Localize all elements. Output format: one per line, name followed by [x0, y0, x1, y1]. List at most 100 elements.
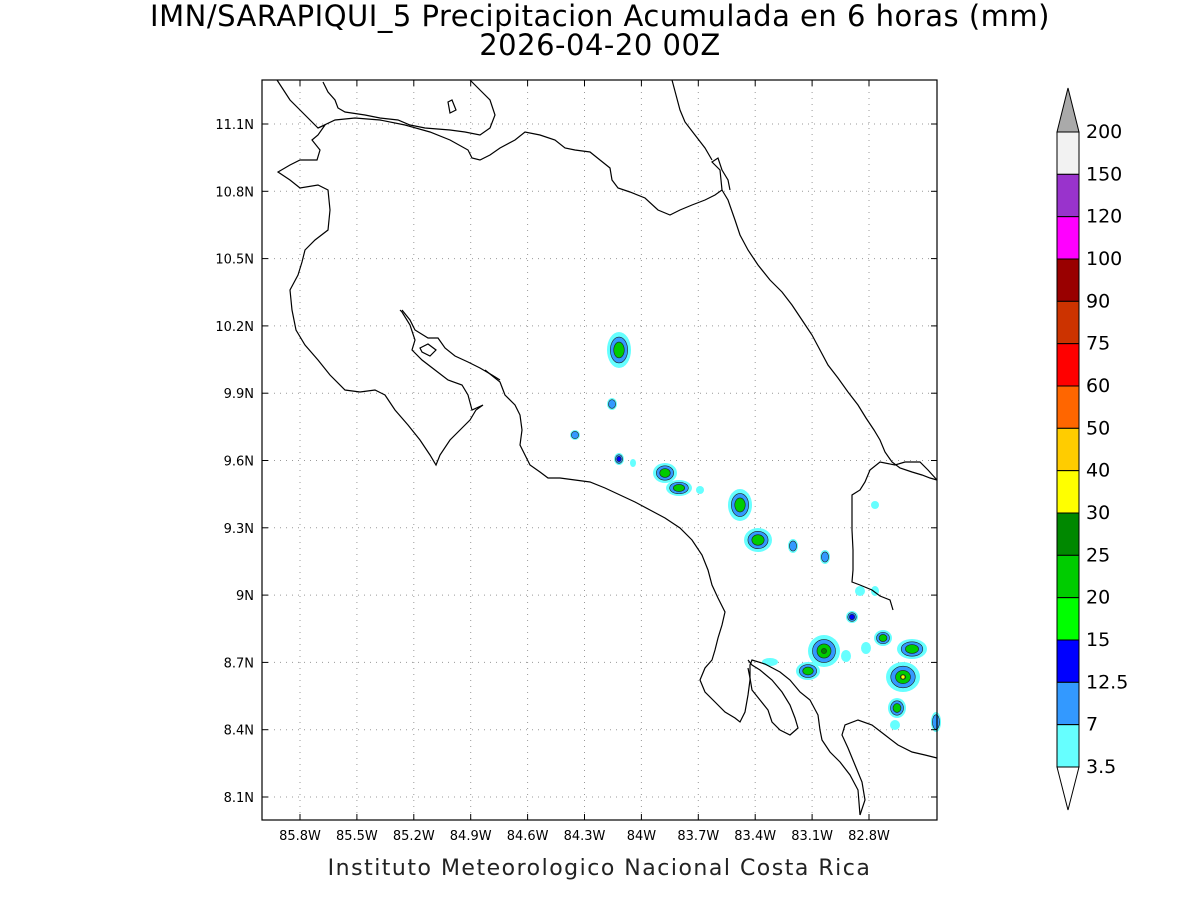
colorbar-label: 15 — [1086, 629, 1110, 651]
precip-cell — [821, 551, 829, 563]
lon-tick-label: 83.7W — [677, 829, 719, 844]
precip-cell — [571, 431, 579, 439]
latitude-axis: 11.1N 10.8N 10.5N 10.2N 9.9N 9.6N 9.3N 9N 8.7N 8.… — [215, 118, 937, 806]
lat-tick-label: 9N — [236, 589, 254, 604]
lon-tick-label: 83.1W — [791, 829, 833, 844]
burica-peninsula — [841, 719, 938, 816]
lake-nicaragua-shore — [317, 117, 731, 216]
lake-nicaragua-island — [447, 99, 457, 114]
pacific-coast-north — [276, 79, 484, 467]
colorbar-swatch — [1056, 639, 1080, 683]
colorbar-swatch — [1056, 724, 1080, 768]
lon-tick-label: 82.8W — [848, 829, 890, 844]
colorbar-over-arrow — [1056, 87, 1080, 133]
precip-cell — [696, 486, 704, 494]
colorbar-swatch — [1056, 681, 1080, 726]
footer-credit: Instituto Meteorologico Nacional Costa R… — [327, 856, 872, 881]
title-line-1: IMN/SARAPIQUI_5 Precipitacion Acumulada … — [150, 0, 1050, 33]
precip-cell — [789, 540, 797, 552]
colorbar-label: 100 — [1086, 248, 1122, 270]
lon-tick-label: 84.6W — [507, 829, 549, 844]
colorbar-label: 7 — [1086, 714, 1098, 736]
colorbar-label: 90 — [1086, 290, 1110, 312]
colorbar-label: 50 — [1086, 417, 1110, 439]
colorbar-swatch — [1056, 427, 1080, 472]
lat-tick-label: 8.1N — [224, 791, 254, 806]
colorbar-under-arrow — [1056, 766, 1080, 811]
colorbar-label: 200 — [1086, 121, 1122, 143]
precip-cell — [892, 703, 902, 713]
precip-cell — [890, 720, 900, 730]
caribbean-coast — [322, 79, 496, 136]
colorbar-legend: 200 150 120 100 90 75 60 50 40 30 25 20 15 12.5 7 3.5 — [1056, 87, 1128, 811]
colorbar-swatch — [1056, 131, 1080, 175]
precip-cell — [630, 459, 636, 467]
precip-cell — [905, 644, 919, 654]
colorbar-swatch — [1056, 512, 1080, 556]
colorbar-swatch — [1056, 216, 1080, 260]
precip-cell — [762, 658, 778, 666]
precipitation-field — [570, 332, 941, 732]
precip-cell — [659, 468, 671, 478]
colorbar-label: 3.5 — [1086, 756, 1116, 778]
lat-tick-label: 10.2N — [215, 320, 254, 335]
colorbar-label: 30 — [1086, 502, 1110, 524]
nicoya-island — [419, 343, 437, 357]
precip-cell — [878, 634, 888, 642]
precip-cell — [821, 648, 827, 654]
colorbar-swatch — [1056, 173, 1080, 218]
coastline — [276, 79, 938, 816]
lat-tick-label: 9.3N — [224, 522, 254, 537]
colorbar-swatch — [1056, 597, 1080, 641]
precip-cell — [672, 484, 686, 492]
colorbar-label: 12.5 — [1086, 671, 1128, 693]
colorbar-label: 40 — [1086, 460, 1110, 482]
nicoya-inlet — [401, 309, 501, 381]
colorbar-swatch — [1056, 343, 1080, 387]
lat-tick-label: 9.9N — [224, 387, 254, 402]
precip-cell — [855, 586, 865, 596]
lat-tick-label: 10.8N — [215, 185, 254, 200]
colorbar-label: 150 — [1086, 163, 1122, 185]
precip-cell — [608, 399, 616, 409]
lon-tick-label: 83.4W — [734, 829, 776, 844]
colorbar-swatch — [1056, 470, 1080, 514]
lon-tick-label: 84W — [627, 829, 657, 844]
central-pacific-coast — [484, 369, 861, 816]
precip-cell — [616, 456, 622, 462]
colorbar-label: 20 — [1086, 587, 1110, 609]
colorbar-swatch — [1056, 258, 1080, 302]
map-title: IMN/SARAPIQUI_5 Precipitacion Acumulada … — [0, 2, 1200, 60]
precip-cell — [751, 534, 765, 546]
lat-tick-label: 11.1N — [215, 118, 254, 133]
colorbar-label: 60 — [1086, 375, 1110, 397]
north-coast — [671, 79, 713, 161]
lat-tick-label: 9.6N — [224, 455, 254, 470]
lat-tick-label: 8.4N — [224, 724, 254, 739]
precip-cell — [900, 674, 906, 680]
lon-tick-label: 85.8W — [279, 829, 321, 844]
lon-tick-label: 84.3W — [564, 829, 606, 844]
lat-tick-label: 8.7N — [224, 656, 254, 671]
colorbar-label: 75 — [1086, 333, 1110, 355]
longitude-axis: 85.8W 85.5W 85.2W 84.9W 84.6W 84.3W 84W 83.7W 83… — [279, 80, 890, 844]
colorbar-swatch — [1056, 554, 1080, 599]
lon-tick-label: 85.5W — [336, 829, 378, 844]
precip-cell — [849, 614, 855, 620]
precip-cell — [613, 341, 625, 359]
map-gridlines — [262, 80, 937, 820]
lat-tick-label: 10.5N — [215, 253, 254, 268]
colorbar-label: 120 — [1086, 206, 1122, 228]
lon-tick-label: 84.9W — [450, 829, 492, 844]
title-line-2: 2026-04-20 00Z — [479, 28, 721, 62]
precip-cell — [802, 666, 814, 676]
colorbar-label: 25 — [1086, 544, 1110, 566]
map-frame — [261, 79, 938, 821]
precip-cell — [734, 497, 746, 513]
lon-tick-label: 85.2W — [393, 829, 435, 844]
colorbar-swatch — [1056, 385, 1080, 429]
precip-cell — [871, 501, 879, 509]
osa-peninsula — [747, 659, 799, 736]
precip-cell — [932, 714, 940, 730]
